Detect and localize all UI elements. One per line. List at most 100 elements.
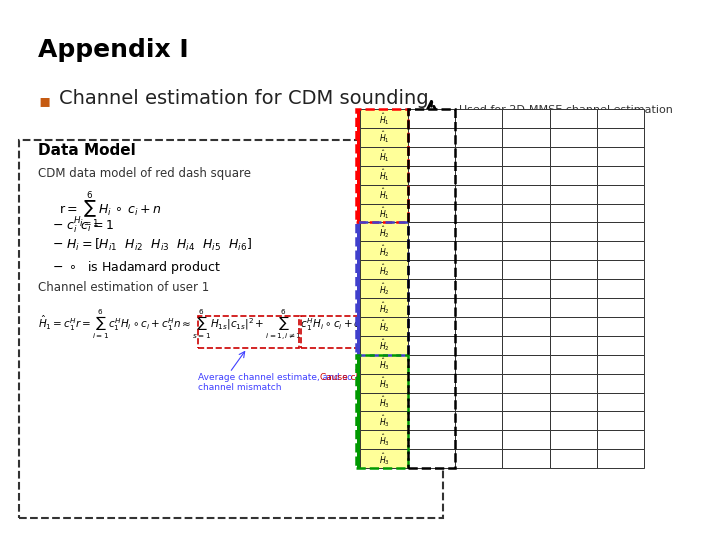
Bar <box>408 147 455 166</box>
Text: $\hat{H}_1 = c_1^H r = \sum_{i=1}^{6} c_1^H H_i \circ c_i + c_1^H n \approx \sum: $\hat{H}_1 = c_1^H r = \sum_{i=1}^{6} c_… <box>38 308 374 342</box>
Bar <box>455 430 503 449</box>
Bar <box>361 204 408 222</box>
Bar <box>549 147 597 166</box>
Bar <box>408 185 455 204</box>
Text: Channel estimation of user 1: Channel estimation of user 1 <box>38 281 210 294</box>
Bar <box>408 298 455 317</box>
Text: $\hat{H}_3$: $\hat{H}_3$ <box>379 413 390 429</box>
Text: $\mathrm{r} = \sum_{i=1}^{6} H_i \,\circ\, c_i + n$: $\mathrm{r} = \sum_{i=1}^{6} H_i \,\circ… <box>59 190 161 231</box>
Bar <box>455 204 503 222</box>
Bar <box>455 166 503 185</box>
Bar <box>503 147 549 166</box>
Bar <box>361 298 408 317</box>
Bar <box>503 430 549 449</box>
Text: $\hat{H}_2$: $\hat{H}_2$ <box>379 281 390 296</box>
Bar <box>549 166 597 185</box>
Bar <box>597 336 644 355</box>
Bar <box>455 185 503 204</box>
Bar <box>597 147 644 166</box>
Text: $\hat{H}_1$: $\hat{H}_1$ <box>379 186 390 202</box>
Bar <box>549 260 597 279</box>
Bar <box>503 109 549 128</box>
Bar <box>597 241 644 260</box>
Bar <box>549 449 597 468</box>
Bar <box>549 317 597 336</box>
Text: $\hat{H}_1$: $\hat{H}_1$ <box>379 111 390 126</box>
Bar <box>361 260 408 279</box>
Bar <box>549 336 597 355</box>
Bar <box>597 128 644 147</box>
Text: $-\ H_i = \left[H_{i1}\ \ H_{i2}\ \ H_{i3}\ \ H_{i4}\ \ H_{i5}\ \ H_{i6}\right]$: $-\ H_i = \left[H_{i1}\ \ H_{i2}\ \ H_{i… <box>52 237 252 253</box>
Bar <box>455 128 503 147</box>
Bar <box>361 411 408 430</box>
Text: $\hat{H}_1$: $\hat{H}_1$ <box>379 205 390 221</box>
Bar <box>455 411 503 430</box>
Bar <box>549 430 597 449</box>
Bar <box>455 355 503 374</box>
Bar <box>455 374 503 393</box>
Bar <box>408 355 455 374</box>
Text: $\hat{H}_3$: $\hat{H}_3$ <box>379 394 390 410</box>
Bar <box>549 109 597 128</box>
Bar <box>408 449 455 468</box>
Bar <box>361 185 408 204</box>
Bar <box>408 241 455 260</box>
Bar <box>408 411 455 430</box>
Text: CDM data model of red dash square: CDM data model of red dash square <box>38 167 251 180</box>
Bar <box>503 411 549 430</box>
Bar <box>503 336 549 355</box>
Bar <box>549 393 597 411</box>
Text: $-\ c_i^H c_i = 1$: $-\ c_i^H c_i = 1$ <box>52 216 115 237</box>
Bar <box>408 128 455 147</box>
Bar <box>408 109 455 128</box>
Text: $\hat{H}_2$: $\hat{H}_2$ <box>379 319 390 334</box>
Bar <box>455 147 503 166</box>
Bar <box>503 128 549 147</box>
Bar <box>455 109 503 128</box>
Bar <box>361 393 408 411</box>
Bar <box>361 166 408 185</box>
Bar <box>549 411 597 430</box>
Bar <box>503 279 549 298</box>
Bar <box>361 128 408 147</box>
Bar <box>455 260 503 279</box>
Bar <box>455 222 503 241</box>
Bar <box>503 241 549 260</box>
Bar <box>361 430 408 449</box>
Bar <box>549 241 597 260</box>
Bar <box>455 298 503 317</box>
Text: $\hat{H}_1$: $\hat{H}_1$ <box>379 148 390 164</box>
Bar <box>455 336 503 355</box>
Text: $\hat{H}_2$: $\hat{H}_2$ <box>379 338 390 353</box>
Bar <box>455 241 503 260</box>
Bar <box>597 260 644 279</box>
Bar <box>549 222 597 241</box>
Bar <box>503 374 549 393</box>
Bar <box>503 449 549 468</box>
Bar <box>361 109 408 128</box>
Bar <box>503 298 549 317</box>
FancyBboxPatch shape <box>19 140 444 518</box>
Bar <box>597 298 644 317</box>
Bar <box>597 166 644 185</box>
Text: $\hat{H}_2$: $\hat{H}_2$ <box>379 300 390 315</box>
Bar <box>597 204 644 222</box>
Bar <box>455 279 503 298</box>
Bar <box>455 393 503 411</box>
Bar <box>549 374 597 393</box>
Bar <box>549 204 597 222</box>
Text: Used for 2D-MMSE channel estimation: Used for 2D-MMSE channel estimation <box>459 105 673 116</box>
Bar <box>408 260 455 279</box>
Bar <box>597 393 644 411</box>
Bar <box>503 317 549 336</box>
Bar <box>361 279 408 298</box>
Bar <box>549 298 597 317</box>
Text: $\hat{H}_1$: $\hat{H}_1$ <box>379 130 390 145</box>
Bar <box>597 449 644 468</box>
Bar <box>549 185 597 204</box>
Bar <box>549 279 597 298</box>
Bar <box>408 393 455 411</box>
Bar <box>597 222 644 241</box>
Bar <box>408 222 455 241</box>
Bar <box>597 374 644 393</box>
